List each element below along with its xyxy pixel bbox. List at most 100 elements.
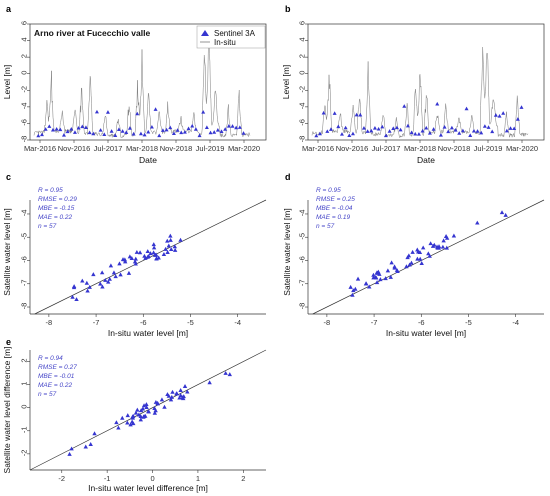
d-scatter-point [443,234,449,239]
panel-c-stat-n: n = 57 [38,223,57,230]
d-ytick-label: -4 [298,210,307,217]
panel-d-stat-rmse: RMSE = 0.25 [316,196,355,203]
e-scatter-point [207,380,212,385]
e-scatter-point [144,402,149,407]
e-scatter-point [92,431,97,436]
panel-label-b: b [285,4,291,14]
d-scatter-point [363,281,369,286]
a-satellite-point [193,127,198,131]
b-satellite-point [431,127,436,131]
c-scatter-point [71,285,77,290]
a-satellite-point [50,127,55,132]
a-ytick-label: 2 [20,54,29,58]
e-scatter-point [153,399,159,404]
e-ytick-label: -1 [20,426,29,433]
e-scatter-point [223,370,228,375]
b-satellite-point [387,129,392,133]
a-satellite-point [197,133,202,138]
d-scatter-point [441,238,446,243]
a-satellite-point [230,124,235,128]
c-scatter-point [127,254,133,259]
a-satellite-point [160,128,165,132]
d-xtick-label: -7 [371,318,378,327]
b-xtick-label: Nov-2016 [336,144,369,153]
a-satellite-point [182,130,187,134]
a-satellite-point [219,129,224,133]
a-satellite-point [65,129,70,134]
d-scatter-point [389,260,394,265]
e-scatter-point [185,389,190,394]
d-scatter-point [432,242,437,247]
a-satellite-point [58,127,63,132]
a-xtick-label: Mar-2018 [126,144,158,153]
e-scatter-point [227,372,232,377]
d-scatter-point [367,284,372,289]
panel-label-c: c [6,172,11,182]
d-xtick-label: -6 [418,318,425,327]
a-satellite-point [102,132,107,137]
legend-insitu-label: In-situ [214,38,236,47]
a-satellite-point [98,128,103,132]
panel-e-xlabel: In-situ water level difference [m] [88,483,208,493]
d-scatter-point [383,276,388,281]
c-scatter-point [117,261,122,266]
d-scatter-point [475,220,480,225]
b-satellite-point [358,112,363,117]
panel-d-stat-r: R = 0.95 [316,187,341,194]
a-satellite-point [39,132,44,137]
c-scatter-point [91,272,96,277]
d-ytick-label: -8 [298,303,307,310]
b-ytick-label: -6 [298,119,307,126]
e-scatter-point [135,407,140,412]
e-scatter-point [146,409,151,414]
panel-a-xlabel: Date [139,155,157,165]
e-scatter-point [141,403,147,408]
c-xtick-label: -7 [93,318,100,327]
d-scatter-point [374,280,380,285]
a-satellite-point [36,133,41,138]
a-satellite-point [215,128,220,132]
c-scatter-point [70,294,75,299]
b-xtick-label: Jul-2017 [372,144,401,153]
a-satellite-point [127,126,132,130]
panel-a-title: Arno river at Fucecchio valle [34,28,150,38]
c-scatter-point [126,270,132,275]
a-satellite-point [164,127,169,132]
d-scatter-point [392,265,397,270]
a-satellite-point [168,125,173,130]
d-scatter-point [373,275,379,280]
e-scatter-point [120,415,125,420]
legend-satellite-label: Sentinel 3A [214,29,256,38]
e-scatter-point [125,413,130,418]
b-satellite-point [409,130,414,135]
e-scatter-point [178,388,183,392]
c-scatter-point [133,261,138,266]
c-scatter-point [172,247,178,252]
a-satellite-point [208,130,213,135]
b-satellite-point [361,126,366,130]
a-satellite-point [135,111,140,116]
panel-e-stat-mbe: MBE = -0.01 [38,373,75,380]
e-scatter-point [69,446,74,451]
panel-c-identity-line [34,199,267,315]
a-ytick-label: -2 [20,86,29,93]
d-scatter-point [348,284,353,289]
e-scatter-point [162,404,167,409]
e-scatter-point [128,422,133,427]
a-satellite-point [142,132,147,137]
b-satellite-point [343,125,348,130]
legend-satellite-marker [201,30,209,36]
d-scatter-point [419,261,424,265]
b-satellite-point [453,128,458,132]
c-scatter-point [122,257,128,262]
b-satellite-point [504,128,509,133]
panel-label-a: a [6,4,12,14]
b-satellite-point [438,132,443,137]
c-scatter-point [151,245,157,250]
b-ytick-label: -2 [298,86,307,93]
b-satellite-point [394,125,399,130]
e-ytick-label: -2 [20,450,29,457]
panel-b-frame [307,23,545,141]
